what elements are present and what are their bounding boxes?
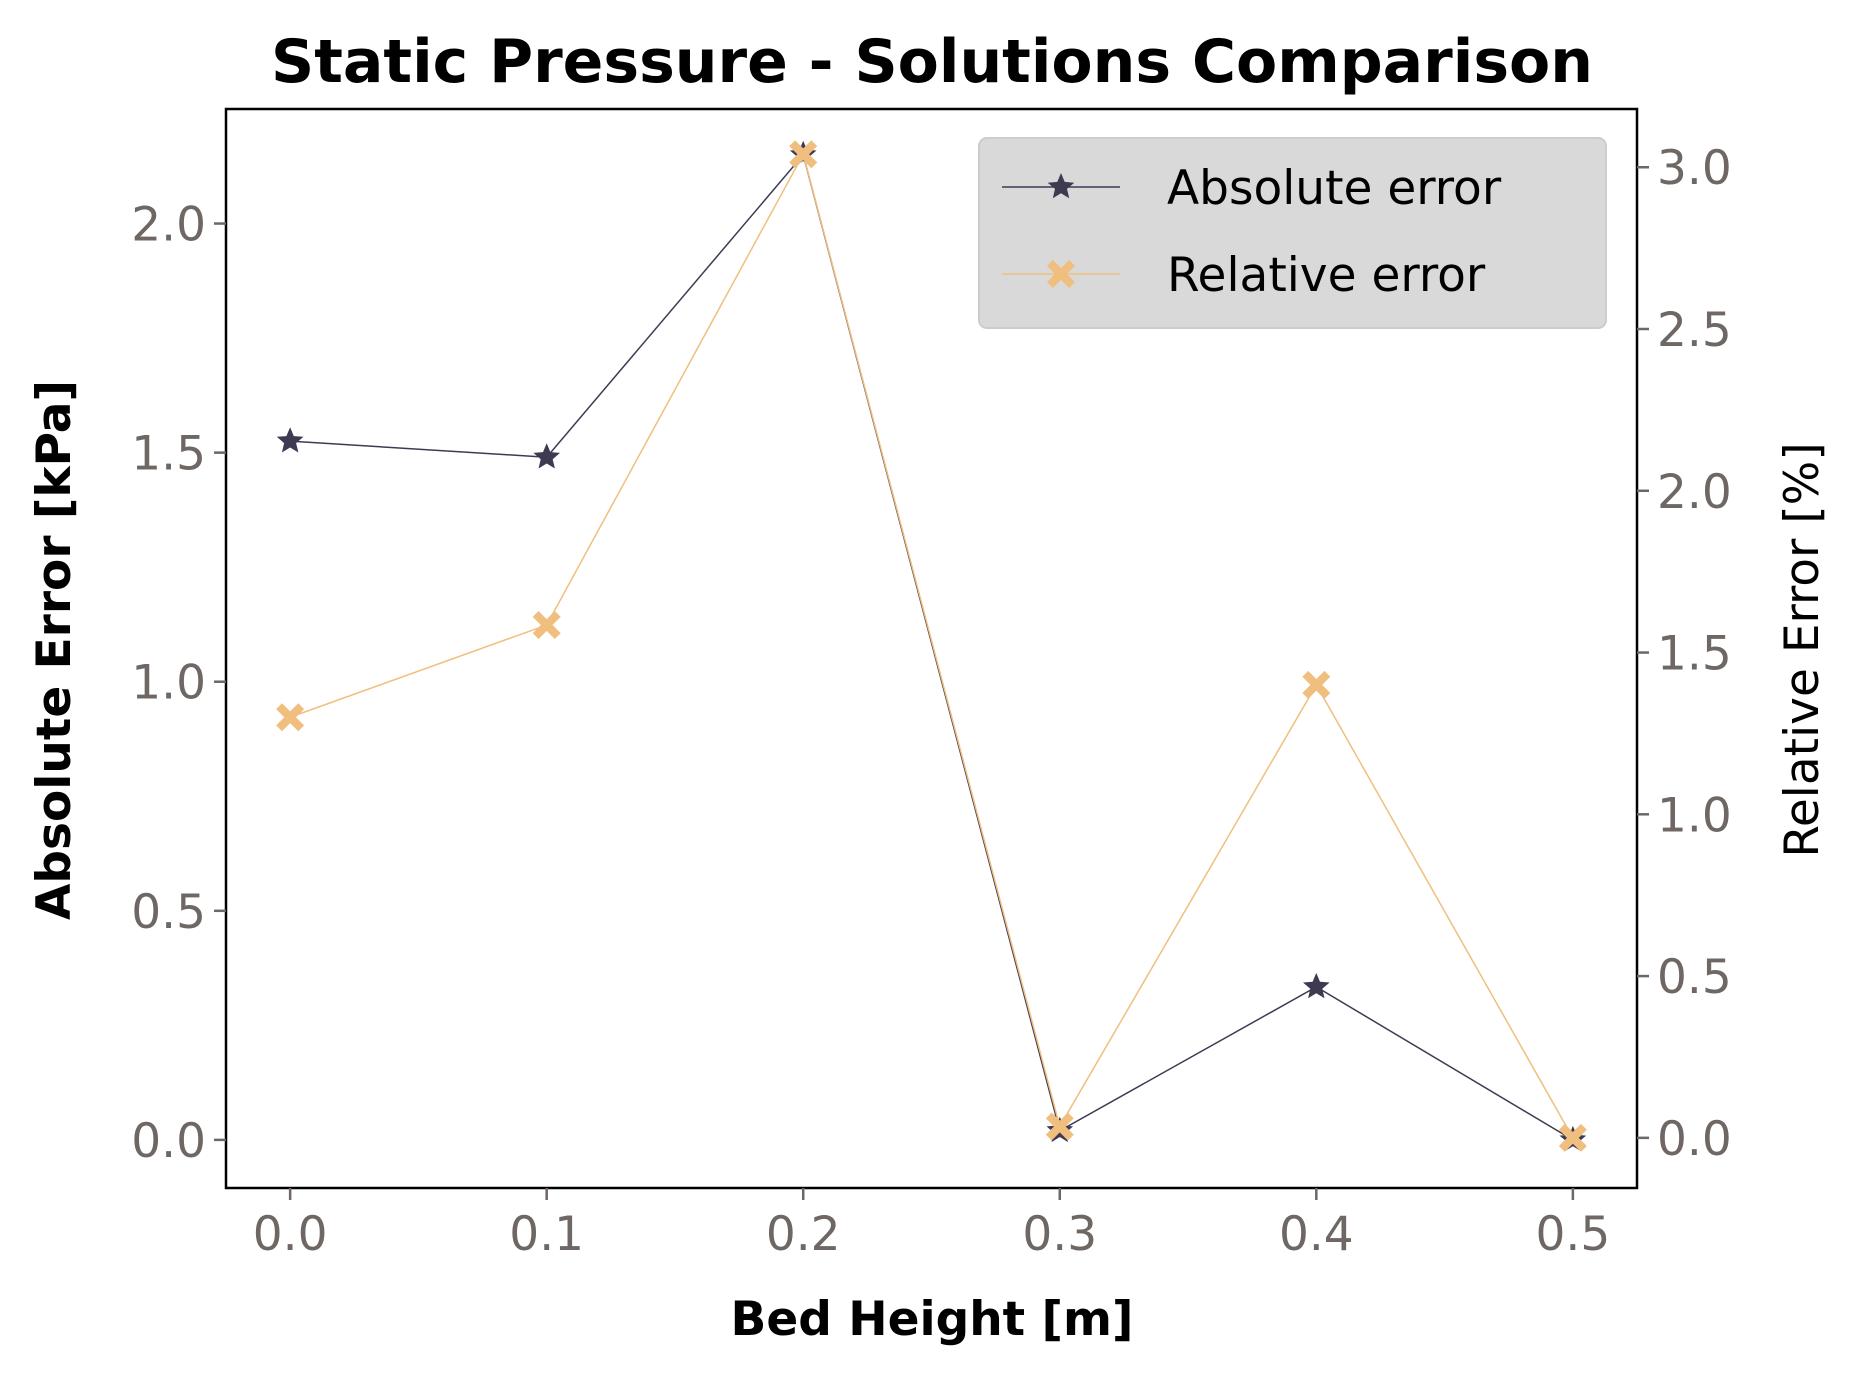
star-marker (276, 427, 304, 453)
y-tick-label: 0.5 (131, 885, 206, 940)
x-tick-label: 0.3 (1022, 1207, 1097, 1262)
x-marker (789, 140, 818, 169)
y-right-tick-label: 0.0 (1657, 1112, 1732, 1167)
x-marker (532, 611, 561, 640)
y-axis-left: 0.0 0.5 1.0 1.5 2.0 (131, 198, 226, 1169)
y-tick-label: 0.0 (131, 1114, 206, 1169)
series-line-relative-error (289, 152, 1574, 1139)
chart-title: Static Pressure - Solutions Comparison (271, 27, 1593, 97)
y-tick-label: 2.0 (131, 198, 206, 253)
legend-box (978, 137, 1607, 329)
plot-marks (276, 140, 1587, 1152)
legend-entry-relative-error (1002, 260, 1120, 288)
legend-label: Absolute error (1167, 161, 1502, 216)
y-right-tick-label: 3.0 (1657, 141, 1732, 196)
x-marker (1045, 1112, 1074, 1141)
x-axis: 0.0 0.1 0.2 0.3 0.4 0.5 (253, 1188, 1610, 1262)
x-tick-label: 0.1 (509, 1207, 584, 1262)
y-right-tick-label: 1.0 (1657, 788, 1732, 843)
y-right-tick-label: 1.5 (1657, 627, 1732, 682)
x-axis-label: Bed Height [m] (731, 1292, 1134, 1347)
y-right-tick-label: 2.0 (1657, 465, 1732, 520)
star-marker (533, 443, 560, 469)
plot-frame (224, 107, 1639, 1190)
legend: Absolute error Relative error (978, 137, 1607, 329)
legend-entry-absolute-error (1002, 173, 1120, 199)
x-marker (1047, 260, 1075, 288)
y-axis-label: Absolute Error [kPa] (27, 380, 82, 920)
x-marker (276, 703, 305, 732)
y-tick-label: 1.5 (131, 427, 206, 482)
x-tick-label: 0.5 (1535, 1207, 1610, 1262)
x-tick-label: 0.0 (253, 1207, 328, 1262)
x-tick-label: 0.4 (1279, 1207, 1354, 1262)
x-tick-label: 0.2 (766, 1207, 841, 1262)
y-axis-right: 0.0 0.5 1.0 1.5 2.0 2.5 3.0 (1637, 141, 1732, 1167)
x-marker (1302, 670, 1331, 699)
y-tick-label: 1.0 (131, 656, 206, 711)
x-marker (1558, 1123, 1587, 1152)
y-axis-label-right: Relative Error [%] (1775, 442, 1830, 857)
y-right-tick-label: 2.5 (1657, 303, 1732, 358)
legend-label: Relative error (1167, 248, 1486, 303)
y-right-tick-label: 0.5 (1657, 950, 1732, 1005)
star-marker (1047, 173, 1075, 199)
star-marker (1303, 972, 1330, 999)
